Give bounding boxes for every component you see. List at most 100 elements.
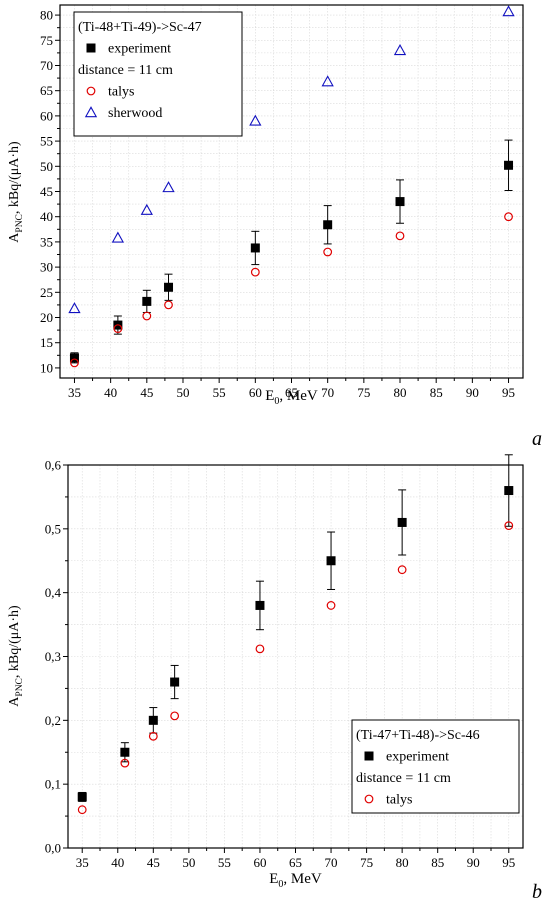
x-tick-label: 90 bbox=[467, 855, 480, 870]
y-axis-title-main: A bbox=[7, 696, 22, 707]
y-tick-label: 0,4 bbox=[45, 585, 62, 600]
data-point-talys bbox=[164, 300, 173, 310]
x-axis-title: E0, MeV bbox=[265, 388, 318, 407]
legend-entry-talys: talys bbox=[386, 793, 412, 808]
x-tick-label: 35 bbox=[68, 385, 81, 400]
x-tick-label: 95 bbox=[502, 385, 515, 400]
legend-note: distance = 11 cm bbox=[78, 63, 173, 78]
chart-panel-a: 35 40 45 50 55 60 65 70 75 80 85 90 95 10 15 20 25 30 35 40… bbox=[7, 4, 542, 450]
x-tick-label: 90 bbox=[466, 385, 479, 400]
x-tick-label: 50 bbox=[182, 855, 195, 870]
legend-marker-experiment bbox=[86, 43, 96, 53]
data-point-talys bbox=[504, 521, 514, 531]
data-point-sherwood bbox=[140, 203, 153, 215]
x-tick-label: 50 bbox=[176, 385, 189, 400]
data-point-experiment bbox=[148, 715, 158, 725]
x-axis-title-sub: 0 bbox=[274, 396, 279, 407]
y-tick-label: 20 bbox=[40, 310, 53, 325]
legend-box bbox=[73, 11, 243, 137]
y-tick-label: 50 bbox=[40, 159, 53, 174]
x-axis-title-main: E bbox=[265, 388, 274, 404]
data-point-talys bbox=[120, 758, 130, 768]
y-tick-label: 55 bbox=[40, 134, 53, 149]
panel-letter: b bbox=[532, 881, 542, 900]
legend: (Ti-47+Ti-48)->Sc-46 experiment distance =… bbox=[351, 719, 520, 814]
data-point-experiment bbox=[255, 600, 265, 610]
x-axis-title-rest: , MeV bbox=[279, 388, 317, 404]
y-tick-label: 80 bbox=[40, 8, 53, 23]
legend-marker-sherwood bbox=[84, 106, 98, 118]
y-tick-label: 75 bbox=[40, 33, 53, 48]
x-tick-label: 70 bbox=[321, 385, 334, 400]
series-sherwood bbox=[68, 5, 515, 314]
legend: (Ti-48+Ti-49)->Sc-47 experiment distance =… bbox=[73, 11, 243, 137]
data-point-experiment bbox=[395, 197, 405, 207]
y-axis-title-rest: , kBq/(μA·h) bbox=[7, 141, 22, 214]
y-tick-label: 40 bbox=[40, 209, 53, 224]
y-tick-label: 0,1 bbox=[45, 777, 61, 792]
x-tick-label: 60 bbox=[253, 855, 266, 870]
series-talys bbox=[70, 212, 513, 368]
y-axis-title-sub: PNC bbox=[15, 214, 25, 232]
data-point-sherwood bbox=[162, 181, 175, 193]
x-tick-label: 85 bbox=[431, 855, 444, 870]
data-point-talys bbox=[148, 731, 158, 741]
data-point-talys bbox=[113, 324, 123, 334]
y-axis-title: APNC, kBq/(μA·h) bbox=[7, 141, 25, 243]
data-point-experiment bbox=[504, 160, 514, 170]
data-point-experiment bbox=[397, 517, 407, 527]
legend-title: (Ti-47+Ti-48)->Sc-46 bbox=[356, 728, 480, 743]
x-tick-label: 60 bbox=[249, 385, 262, 400]
data-point-sherwood bbox=[111, 231, 125, 243]
legend-entry-experiment: experiment bbox=[108, 42, 171, 57]
legend-entry-talys: talys bbox=[108, 85, 134, 100]
x-axis-title-sub: 0 bbox=[278, 879, 283, 890]
x-tick-label: 75 bbox=[360, 855, 373, 870]
data-point-experiment bbox=[164, 282, 174, 292]
data-point-talys bbox=[250, 267, 260, 277]
data-point-sherwood bbox=[68, 302, 81, 314]
y-tick-label: 25 bbox=[40, 285, 53, 300]
series-talys bbox=[77, 521, 514, 815]
data-point-experiment bbox=[326, 556, 336, 566]
y-tick-label: 15 bbox=[40, 335, 53, 350]
x-tick-label: 75 bbox=[357, 385, 370, 400]
y-tick-label: 0,0 bbox=[45, 841, 61, 856]
data-point-experiment bbox=[323, 220, 333, 230]
data-point-sherwood bbox=[393, 44, 407, 56]
data-point-experiment bbox=[77, 792, 87, 802]
chart-panel-b: 35 40 45 50 55 60 65 70 75 80 85 90 95 0,0 0,1 0,2 0,3 0,… bbox=[7, 454, 542, 900]
legend-note: distance = 11 cm bbox=[356, 771, 451, 786]
y-tick-label: 0,5 bbox=[45, 521, 61, 536]
data-point-talys bbox=[326, 601, 336, 610]
y-tick-label: 45 bbox=[40, 184, 53, 199]
data-point-sherwood bbox=[502, 5, 515, 17]
series-experiment bbox=[77, 454, 514, 802]
data-point-experiment bbox=[69, 353, 79, 363]
data-point-talys bbox=[142, 311, 152, 321]
data-point-talys bbox=[504, 212, 513, 222]
data-point-experiment bbox=[170, 677, 180, 687]
data-point-talys bbox=[170, 711, 180, 721]
data-point-talys bbox=[397, 565, 407, 575]
x-tick-label: 45 bbox=[147, 855, 160, 870]
data-point-talys bbox=[323, 247, 333, 257]
x-tick-label: 55 bbox=[213, 385, 226, 400]
legend-marker-talys bbox=[86, 86, 96, 96]
legend-marker-talys bbox=[364, 794, 374, 804]
y-axis-title-sub: PNC bbox=[15, 678, 25, 696]
legend-marker-experiment bbox=[364, 751, 374, 761]
x-tick-label: 80 bbox=[394, 385, 407, 400]
y-tick-label: 0,3 bbox=[45, 649, 61, 664]
data-point-talys bbox=[255, 644, 265, 654]
legend-box bbox=[351, 719, 520, 814]
data-point-experiment bbox=[142, 296, 152, 306]
y-axis-title-main: A bbox=[7, 232, 22, 243]
panel-letter: a bbox=[532, 428, 542, 450]
legend-entry-sherwood: sherwood bbox=[108, 106, 162, 121]
x-tick-label: 40 bbox=[111, 855, 124, 870]
x-tick-label: 85 bbox=[430, 385, 443, 400]
x-tick-label: 70 bbox=[325, 855, 338, 870]
data-point-experiment bbox=[504, 486, 514, 496]
